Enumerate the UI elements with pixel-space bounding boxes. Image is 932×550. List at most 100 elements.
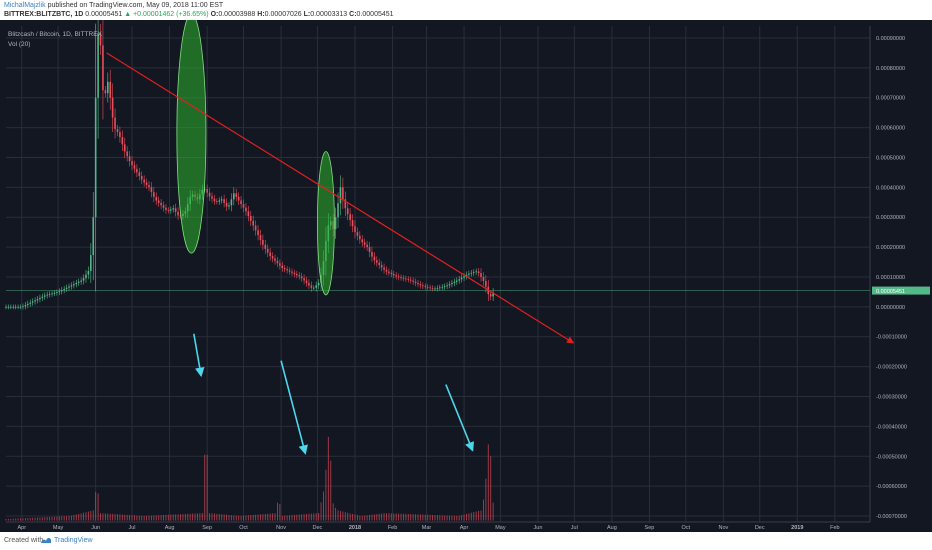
y-tick-label: -0.00010000 xyxy=(876,335,907,341)
candle-body xyxy=(407,279,410,280)
y-tick-label: -0.00040000 xyxy=(876,424,907,430)
candle-body xyxy=(75,282,78,285)
candle-body xyxy=(31,301,34,303)
candle-body xyxy=(138,172,141,176)
x-tick-label: 2019 xyxy=(791,525,803,531)
candle-body xyxy=(349,214,351,221)
candle-body xyxy=(87,271,90,275)
x-tick-label: Sep xyxy=(645,525,655,531)
candle-body xyxy=(475,271,477,273)
candle-body xyxy=(281,265,284,269)
candle-body xyxy=(351,220,354,227)
candle-body xyxy=(376,260,378,263)
candle-body xyxy=(429,287,431,289)
y-tick-label: 0.00090000 xyxy=(876,36,905,42)
low-label: L: xyxy=(303,11,311,18)
candle-body xyxy=(56,292,58,294)
candle-body xyxy=(395,275,397,277)
candle-body xyxy=(366,244,368,248)
candle-body xyxy=(460,277,463,280)
candle-body xyxy=(363,242,366,245)
candle-body xyxy=(291,271,293,273)
y-tick-label: -0.00050000 xyxy=(876,454,907,460)
candle-body xyxy=(140,175,143,180)
candle-body xyxy=(279,263,281,266)
candle-body xyxy=(431,288,434,289)
candle-body xyxy=(34,300,36,302)
candle-body xyxy=(170,209,172,211)
candle-body xyxy=(470,272,473,274)
symbol-label: BITTREX:BLITZBTC, 1D xyxy=(4,11,84,18)
x-tick-label: Dec xyxy=(313,525,323,531)
candle-body xyxy=(5,306,7,308)
candle-body xyxy=(99,33,102,46)
candle-body xyxy=(211,196,213,199)
candle-body xyxy=(422,285,424,287)
candle-body xyxy=(19,306,22,308)
candle-body xyxy=(53,292,56,294)
candle-body xyxy=(160,202,162,206)
candle-body xyxy=(271,256,274,259)
candle-body xyxy=(368,247,371,252)
volume-spike-arrow xyxy=(280,360,308,455)
tradingview-brand-link[interactable]: TradingView xyxy=(54,537,93,544)
y-tick-label: -0.00070000 xyxy=(876,514,907,520)
candle-body xyxy=(121,137,124,145)
candle-body xyxy=(167,210,170,211)
candle-body xyxy=(203,189,206,190)
author-link[interactable]: MichalMajzlik xyxy=(4,2,46,9)
y-tick-label: 0.00010000 xyxy=(876,275,905,281)
candle-body xyxy=(414,281,417,283)
chart-area[interactable]: 0.00090000 0.00080000 0.00070000 0.00060000… xyxy=(0,20,932,532)
volume-spike-arrow xyxy=(193,333,205,378)
candle-body xyxy=(155,196,158,201)
candle-body xyxy=(315,285,318,288)
x-tick-label: 2018 xyxy=(349,525,361,531)
highlight-ellipse xyxy=(176,20,207,254)
candle-body xyxy=(97,33,99,98)
candle-body xyxy=(455,280,458,282)
candle-body xyxy=(245,207,247,212)
candle-body xyxy=(436,288,439,289)
x-tick-label: Jun xyxy=(534,525,543,531)
candle-body xyxy=(36,299,39,301)
candle-body xyxy=(308,282,310,286)
trend-line xyxy=(106,52,575,344)
candle-body xyxy=(385,269,388,272)
candle-body xyxy=(230,199,233,206)
open-label: O: xyxy=(210,11,219,18)
footer-bar: Created with TradingView xyxy=(0,532,932,550)
candle-body xyxy=(317,282,320,286)
candle-body xyxy=(216,201,218,202)
candle-body xyxy=(359,235,361,240)
candle-body xyxy=(126,151,128,157)
candle-body xyxy=(150,187,153,193)
close-label: C: xyxy=(349,11,357,18)
candle-body xyxy=(94,97,97,218)
x-tick-label: Jun xyxy=(91,525,100,531)
legend-volume: Vol (20) xyxy=(8,41,31,48)
candle-body xyxy=(356,232,359,236)
candle-body xyxy=(262,239,264,245)
legend-title: Blitzcash / Bitcoin, 1D, BITTREX xyxy=(8,31,102,38)
candle-body xyxy=(458,279,461,281)
candle-body xyxy=(22,306,24,308)
x-tick-label: Mar xyxy=(422,525,432,531)
candle-body xyxy=(123,144,126,152)
candle-body xyxy=(269,252,271,257)
candle-body xyxy=(288,270,291,272)
candle-body xyxy=(43,295,46,297)
candle-body xyxy=(397,276,400,278)
created-with-text: Created with xyxy=(4,537,44,544)
change-value: ▲ +0.00001462 (+36.65%) xyxy=(124,11,209,18)
header-bar: MichalMajzlik published on TradingView.c… xyxy=(0,0,932,20)
candle-body xyxy=(208,192,211,197)
candle-body xyxy=(446,285,448,287)
candle-body xyxy=(300,276,303,279)
candle-body xyxy=(90,255,92,272)
chart-svg[interactable]: 0.00090000 0.00080000 0.00070000 0.00060000… xyxy=(0,20,932,532)
candle-body xyxy=(68,286,70,288)
x-tick-label: Aug xyxy=(607,525,617,531)
candle-body xyxy=(378,262,381,266)
publish-text: published on TradingView.com, May 09, 20… xyxy=(47,2,224,9)
